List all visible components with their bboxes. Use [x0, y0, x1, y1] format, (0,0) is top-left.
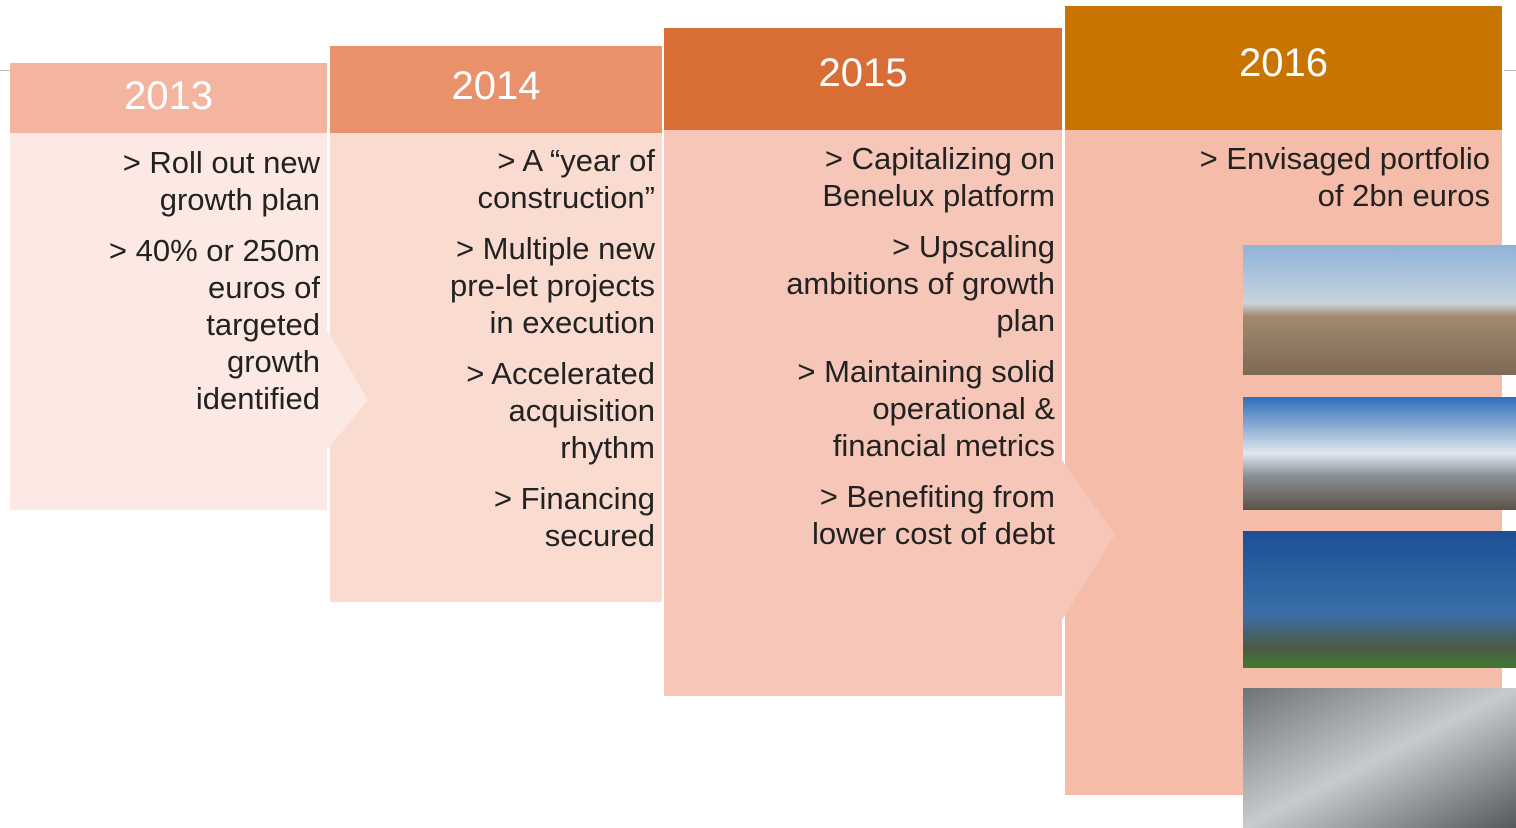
- milestone-line: > Upscaling: [892, 228, 1055, 265]
- milestone-line: operational &: [872, 390, 1055, 427]
- milestone-line: construction”: [478, 179, 655, 216]
- milestone-line: > A “year of: [497, 142, 655, 179]
- milestone-line: Benelux platform: [822, 177, 1055, 214]
- year-header: 2014: [330, 46, 662, 133]
- milestone-line: growth plan: [160, 181, 320, 218]
- milestone-line: of 2bn euros: [1318, 177, 1490, 214]
- milestone-line: ambitions of growth: [786, 265, 1055, 302]
- milestone-line: rhythm: [560, 429, 655, 466]
- milestone-line: > Roll out new: [123, 144, 320, 181]
- milestone-line: > Capitalizing on: [825, 140, 1055, 177]
- milestone-line: identified: [196, 380, 320, 417]
- year-header: 2016: [1065, 6, 1502, 130]
- milestone-line: > Envisaged portfolio: [1200, 140, 1490, 177]
- milestone-line: > Accelerated: [466, 355, 655, 392]
- slide: (() => { const data = JSON.parse(documen…: [0, 0, 1516, 828]
- milestone-line: in execution: [490, 304, 655, 341]
- milestone-line: > Financing: [494, 480, 655, 517]
- milestone-line: targeted: [206, 306, 320, 343]
- milestone-line: pre-let projects: [450, 267, 655, 304]
- milestone-line: growth: [227, 343, 320, 380]
- milestone-line: acquisition: [509, 392, 655, 429]
- year-header: 2015: [664, 28, 1062, 130]
- milestone-line: > Maintaining solid: [797, 353, 1055, 390]
- milestone-line: secured: [545, 517, 655, 554]
- year-header: 2013: [10, 63, 327, 133]
- photo: [1243, 688, 1516, 828]
- milestone-line: euros of: [208, 269, 320, 306]
- photo: [1243, 245, 1516, 375]
- milestone-line: financial metrics: [833, 427, 1055, 464]
- photo: [1243, 397, 1516, 510]
- milestone-line: > Benefiting from: [820, 478, 1055, 515]
- milestone-line: plan: [996, 302, 1055, 339]
- milestone-line: lower cost of debt: [812, 515, 1055, 552]
- photo: [1243, 531, 1516, 668]
- milestone-line: > 40% or 250m: [109, 232, 320, 269]
- milestone-line: > Multiple new: [456, 230, 655, 267]
